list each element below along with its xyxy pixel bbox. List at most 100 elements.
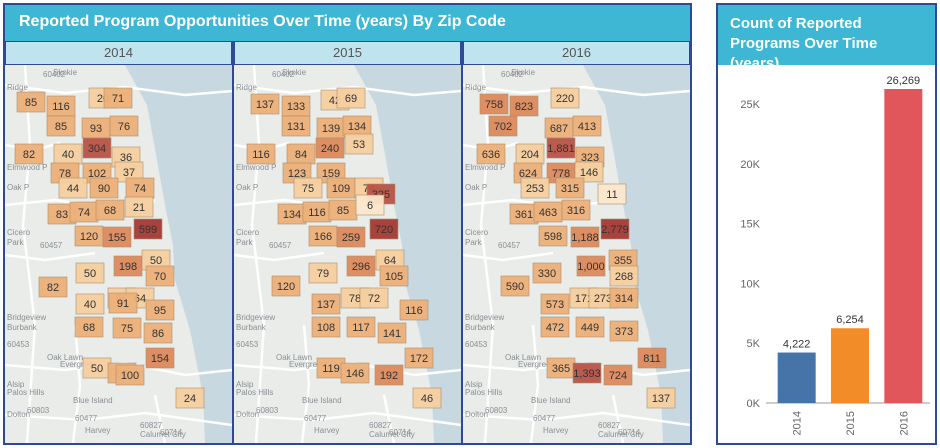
zip-count-label: 463	[539, 207, 557, 219]
zip-area	[145, 299, 175, 321]
zip-count-label: 204	[521, 149, 539, 161]
map-place-label: Blue Island	[302, 396, 342, 405]
zip-area	[412, 387, 442, 409]
zip-count-label: 90	[98, 183, 110, 195]
zip-count-label: 323	[581, 152, 599, 164]
map-place-label: Dolton	[7, 410, 30, 419]
zip-area	[271, 275, 301, 297]
y-tick-label: 25K	[740, 99, 760, 111]
map-place-label: Park	[236, 238, 253, 247]
bar-value-label: 6,254	[836, 314, 864, 326]
zip-area	[102, 226, 132, 248]
zip-count-label: 166	[314, 231, 332, 243]
zip-count-label: 76	[118, 121, 130, 133]
zip-area	[74, 316, 104, 338]
zip-count-label: 823	[515, 101, 533, 113]
zip-area	[546, 137, 576, 159]
bar	[777, 352, 816, 403]
map-place-label: Harvey	[314, 426, 339, 435]
zip-count-label: 139	[322, 123, 340, 135]
map-2015[interactable]: Skokie Ridge Elmwood P Oak P Cicero Park Bridg…	[234, 65, 461, 443]
zip-count-label: 314	[615, 293, 633, 305]
zip-count-label: 53	[353, 139, 365, 151]
map-place-label: 60457	[269, 241, 292, 250]
right-header: Count of Reported Programs Over Time (ye…	[718, 5, 935, 72]
map-place-label: Ridge	[465, 83, 486, 92]
zip-count-label: 46	[421, 393, 433, 405]
zip-area	[555, 177, 585, 199]
zip-count-label: 2,779	[601, 224, 629, 236]
zip-area	[315, 137, 345, 159]
map-place-label: Calumet City	[598, 430, 644, 439]
map-place-label: Elmwood P	[465, 163, 505, 172]
map-place-label: Ridge	[7, 83, 28, 92]
map-place-label: Burbank	[7, 323, 38, 332]
map-place-label: Palos Hills	[465, 388, 502, 397]
map-place-label: Alsip	[7, 380, 25, 389]
zip-area	[500, 275, 530, 297]
zip-area	[115, 364, 145, 386]
map-place-label: Evergreen	[518, 360, 555, 369]
map-place-label: Park	[465, 238, 482, 247]
map-place-label: Dolton	[236, 410, 259, 419]
map-place-label: Burbank	[236, 323, 267, 332]
map-place-label: Cicero	[465, 228, 489, 237]
zip-count-label: 316	[567, 205, 585, 217]
map-place-label: Skokie	[511, 68, 536, 77]
zip-area	[82, 137, 112, 159]
zip-area	[175, 387, 205, 409]
map-place-label: Bridgeview	[465, 313, 504, 322]
zip-count-label: 50	[150, 255, 162, 267]
zip-count-label: 330	[538, 268, 556, 280]
left-panel: Reported Program Opportunities Over Time…	[3, 3, 692, 445]
map-place-label: Evergreen	[289, 360, 326, 369]
zip-area	[308, 262, 338, 284]
bar-chart-svg: 0K 5K 10K 15K 20K 25K 4,222 2014 6,254 2015 26,269…	[740, 75, 930, 435]
zip-area	[336, 226, 366, 248]
zip-area	[89, 177, 119, 199]
zip-area	[476, 143, 506, 165]
zip-area	[404, 347, 434, 369]
map-place-label: 60827	[598, 421, 621, 430]
zip-count-label: 137	[256, 99, 274, 111]
map-place-label: 60402	[501, 70, 524, 79]
zip-area	[95, 199, 125, 221]
zip-count-label: 91	[117, 298, 129, 310]
map-place-label: Elmwood P	[236, 163, 276, 172]
y-tick-label: 5K	[747, 338, 761, 350]
zip-count-label: 253	[526, 183, 544, 195]
zip-count-label: 102	[88, 168, 106, 180]
zip-count-label: 85	[55, 121, 67, 133]
zip-area	[597, 183, 627, 205]
map-place-label: Ridge	[236, 83, 257, 92]
zip-count-label: 702	[494, 121, 512, 133]
x-tick-label: 2014	[792, 411, 804, 435]
zip-area	[609, 287, 639, 309]
zip-area	[46, 115, 76, 137]
zip-count-label: 137	[317, 299, 335, 311]
zip-count-label: 37	[123, 167, 135, 179]
zip-area	[58, 177, 88, 199]
map-place-label: 60457	[498, 241, 521, 250]
zip-count-label: 192	[380, 370, 398, 382]
zip-count-label: 68	[83, 322, 95, 334]
map-place-label: 60714	[160, 428, 183, 437]
zip-count-label: 85	[25, 97, 37, 109]
zip-count-label: 74	[134, 183, 146, 195]
zip-area	[374, 364, 404, 386]
zip-area	[112, 317, 142, 339]
zip-area	[600, 218, 630, 240]
zip-count-label: 472	[546, 322, 564, 334]
zip-count-label: 137	[652, 393, 670, 405]
zip-area	[250, 93, 280, 115]
map-2014[interactable]: Skokie Ridge Elmwood P Oak P Cicero Park Bridg…	[5, 65, 232, 443]
map-2016[interactable]: Skokie Ridge Elmwood P Oak P Cicero Park Bridg…	[463, 65, 690, 443]
zip-count-label: 75	[302, 183, 314, 195]
zip-area	[509, 95, 539, 117]
map-divider	[461, 41, 463, 443]
map-place-label: 60803	[256, 406, 279, 415]
zip-area	[75, 293, 105, 315]
zip-count-label: 109	[332, 183, 350, 195]
zip-area	[561, 199, 591, 221]
